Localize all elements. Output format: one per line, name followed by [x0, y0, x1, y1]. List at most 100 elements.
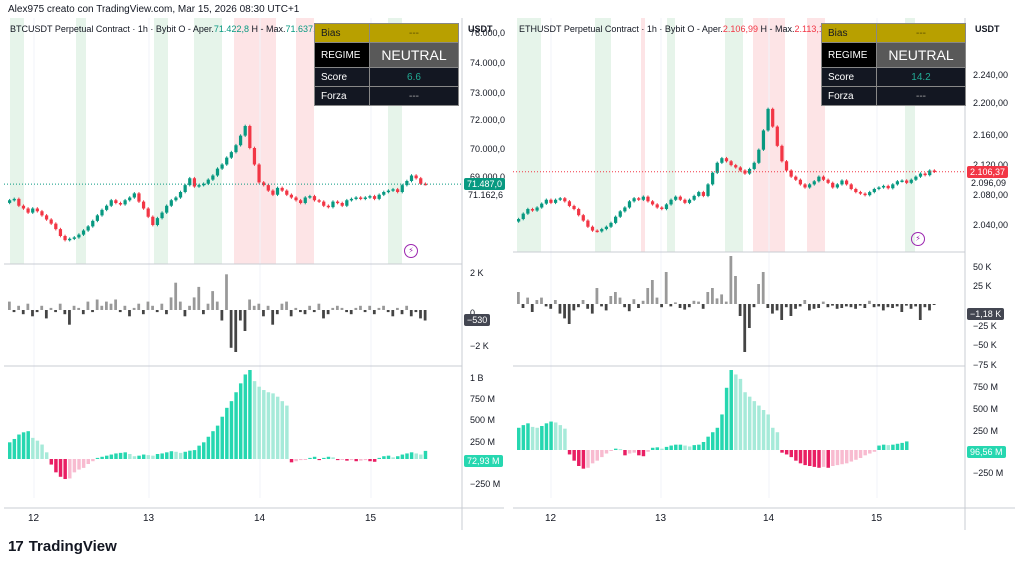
- oscillator-bar: [641, 450, 646, 457]
- candle-body: [563, 198, 567, 202]
- candle-body: [669, 199, 673, 205]
- candle-body: [590, 226, 595, 231]
- oscillator-tick-label: 500 M: [470, 415, 496, 425]
- oscillator-bar: [766, 414, 770, 450]
- candle-body: [345, 200, 349, 206]
- candle-body: [299, 200, 303, 203]
- oscillator-bar: [734, 374, 738, 450]
- oscillator-tick-label: 1 B: [470, 373, 484, 383]
- regime-band: [641, 18, 645, 252]
- x-axis-label: 14: [763, 513, 775, 524]
- candle-body: [335, 201, 340, 204]
- price-tick-label: 74.000,0: [470, 58, 506, 68]
- volume-delta-bar: [68, 310, 71, 325]
- oscillator-bar: [586, 450, 590, 468]
- oscillator-bar: [886, 445, 891, 450]
- oscillator-bar: [123, 452, 127, 459]
- oscillator-bar: [849, 450, 854, 462]
- candle-body: [40, 211, 44, 216]
- oscillator-bar: [687, 446, 692, 450]
- candle-body: [840, 180, 844, 185]
- candle-body: [674, 196, 678, 200]
- candle-body: [738, 167, 742, 171]
- volume-delta-bar: [844, 304, 848, 307]
- candle-body: [141, 201, 146, 209]
- volume-delta-bar: [26, 303, 30, 310]
- volume-delta-bar: [877, 304, 881, 307]
- candle-body: [877, 187, 881, 189]
- oscillator-bar: [530, 426, 535, 450]
- volume-delta-bar: [243, 310, 247, 331]
- last-price-tag: 2.106,37: [967, 165, 1009, 178]
- lightning-icon[interactable]: ⚡: [404, 244, 418, 258]
- oscillator-bar: [262, 390, 266, 459]
- volume-delta-bar: [169, 297, 173, 310]
- volume-delta-bar: [798, 304, 802, 307]
- candle-body: [229, 152, 233, 158]
- candle-body: [577, 209, 581, 216]
- price-tick-label: 2.040,00: [973, 220, 1009, 230]
- oscillator-bar: [312, 456, 317, 459]
- oscillator-bar: [257, 386, 261, 459]
- oscillator-bar: [271, 393, 275, 459]
- btc-high-value: 71.637,3: [285, 24, 321, 34]
- btc-title-text: BTCUSDT Perpetual Contract · 1h · Bybit …: [10, 24, 214, 34]
- lightning-icon[interactable]: ⚡: [911, 232, 925, 246]
- oscillator-bar: [826, 450, 830, 468]
- volume-delta-bar: [808, 304, 811, 311]
- volume-delta-bar: [521, 304, 525, 308]
- candle-body: [215, 168, 220, 176]
- regime-band: [76, 18, 86, 264]
- tradingview-logo[interactable]: 17 TradingView: [8, 538, 117, 555]
- volume-delta-bar: [63, 310, 67, 315]
- volume-delta-bar: [114, 299, 118, 310]
- volume-delta-bar: [220, 310, 224, 321]
- oscillator-bar: [419, 454, 423, 459]
- volume-delta-bar: [17, 305, 21, 310]
- volume-delta-bar: [840, 304, 844, 308]
- oscillator-bar: [794, 450, 798, 461]
- candle-body: [174, 197, 178, 201]
- oscillator-bar: [775, 432, 780, 450]
- oscillator-bar: [627, 450, 632, 454]
- volume-delta-bar: [95, 299, 99, 310]
- volume-delta-bar: [604, 304, 608, 311]
- volume-delta-bar: [881, 304, 885, 311]
- volume-delta-bar: [285, 301, 288, 310]
- oscillator-bar: [798, 450, 803, 464]
- volume-delta-last-tag: −1,18 K: [967, 308, 1005, 320]
- volume-delta-bar: [238, 310, 242, 321]
- candle-body: [317, 200, 321, 202]
- volume-delta-bar: [132, 307, 136, 310]
- volume-delta-bar: [650, 280, 654, 304]
- volume-delta-bar: [928, 304, 931, 311]
- candle-body: [641, 196, 645, 200]
- candle-body: [881, 185, 886, 188]
- volume-delta-bar: [105, 301, 108, 310]
- candle-body: [275, 187, 280, 195]
- oscillator-bar: [414, 453, 418, 459]
- volume-delta-bar: [118, 310, 122, 313]
- candle-body: [169, 200, 173, 206]
- oscillator-bar: [225, 407, 229, 459]
- candle-body: [31, 208, 35, 213]
- volume-delta-bar: [526, 297, 530, 304]
- candle-body: [660, 207, 664, 210]
- oscillator-bar: [683, 445, 687, 450]
- candle-body: [68, 238, 72, 241]
- btc-chart-panel[interactable]: BTCUSDT Perpetual Contract · 1h · Bybit …: [4, 18, 506, 530]
- volume-delta-bar: [858, 304, 862, 306]
- price-tick-label: 2.240,00: [973, 70, 1009, 80]
- regime-band: [194, 18, 222, 264]
- oscillator-bar: [289, 459, 294, 463]
- btc-chart-svg[interactable]: [4, 18, 504, 530]
- candle-body: [909, 179, 913, 183]
- volume-delta-bar: [363, 310, 367, 313]
- candle-body: [734, 165, 738, 168]
- volume-delta-bar: [396, 307, 399, 310]
- eth-chart-panel[interactable]: ETHUSDT Perpetual Contract · 1h · Bybit …: [513, 18, 1018, 530]
- oscillator-bar: [58, 459, 63, 477]
- volume-delta-bar: [567, 304, 571, 324]
- candle-body: [780, 145, 784, 162]
- oscillator-bar: [155, 453, 160, 459]
